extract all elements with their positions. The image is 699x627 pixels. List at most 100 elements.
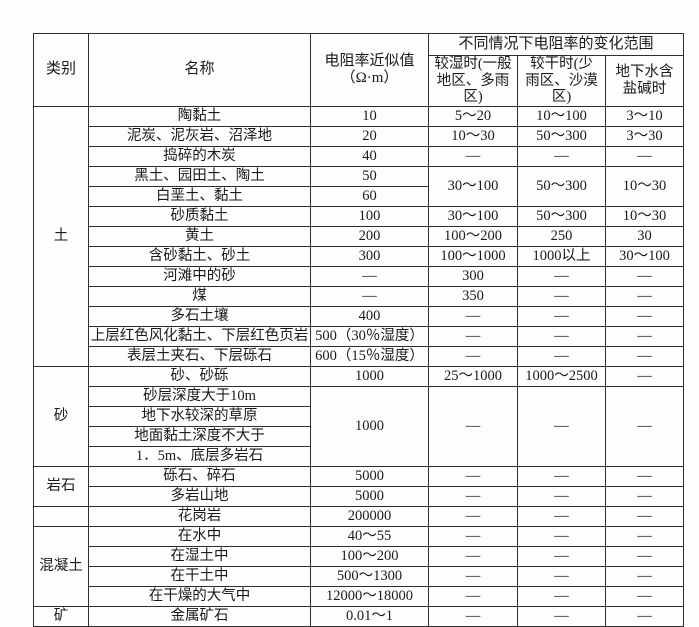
header-resistivity: 电阻率近似值 （Ω·m） [310, 32, 429, 108]
cell-wet: — [428, 486, 518, 508]
cell-name: 上层红色风化黏土、下层红色页岩 [88, 326, 311, 348]
table-row: 土陶黏土 10 5～20 10～100 3～10 [33, 106, 685, 368]
cell-approx: 400 [310, 306, 429, 328]
cell-wet: — [428, 466, 518, 488]
cell-approx: 5000 [310, 466, 429, 488]
cell-dry: — [517, 486, 606, 508]
cell-wet: 100～1000 [428, 246, 518, 268]
cell-dry: — [517, 506, 606, 528]
cell-name: 白垩土、黏土 [88, 186, 311, 208]
table-row: 1．5m、底层多岩石 [34, 446, 684, 468]
cell-name: 在水中 [88, 526, 311, 548]
cell-saline: 3～30 [604, 126, 685, 148]
cell-wet: — [428, 526, 518, 548]
cell-dry: — [517, 586, 606, 608]
cell-wet: 30～100 [428, 206, 518, 228]
cell-name: 砾石、碎石 [88, 466, 311, 488]
header-name: 名称 [88, 32, 311, 108]
cell-approx: 20 [310, 126, 429, 148]
cell-dry: — [517, 266, 606, 288]
cell-name: 多岩山地 [88, 486, 311, 508]
cell-saline: 30 [604, 226, 685, 248]
cell-saline: — [604, 266, 685, 288]
cell-approx: — [310, 266, 429, 288]
cell-approx: 600（15％湿度） [310, 346, 429, 368]
cell-approx: 5000 [310, 486, 429, 508]
cell-dry: 50～300 [517, 166, 606, 208]
cell-approx: 60 [310, 186, 429, 208]
table-row: 矿金属矿石 0.01～1— — — [33, 606, 685, 627]
cell-wet: — [428, 386, 518, 468]
cell-saline: — [604, 326, 685, 348]
cell-saline: — [604, 506, 685, 528]
cell-name: 在湿土中 [88, 546, 311, 568]
cell-wet: 350 [428, 286, 518, 308]
cell-name: 砂层深度大于10m [88, 386, 311, 408]
cell-saline: — [604, 486, 685, 508]
cell-approx: 100～200 [310, 546, 429, 568]
cell-category: 岩石 [33, 466, 89, 508]
cell-name: 煤 [88, 286, 311, 308]
cell-name: 捣碎的木炭 [88, 146, 311, 168]
cell-name: 在干燥的大气中 [88, 586, 311, 608]
cell-saline: — [604, 606, 685, 627]
cell-dry: — [517, 466, 606, 488]
table-row: 多岩山地 5000— — — [34, 486, 685, 508]
resistivity-table: 类别 名称 电阻率近似值 （Ω·m） 不同情况下电阻率的变化范围 较湿时(一般 … [33, 32, 685, 627]
cell-approx: 200000 [310, 506, 429, 528]
table-row: 砂质黏土 100 30～100 50～300 10～30 [34, 206, 685, 228]
table-row: 在干土中 500～1300— — — [34, 566, 685, 588]
cell-saline: — [604, 306, 685, 328]
cell-name: 泥炭、泥灰岩、沼泽地 [88, 126, 311, 148]
cell-wet: — [428, 586, 518, 608]
cell-wet: 25～1000 [428, 366, 518, 388]
cell-dry: 250 [517, 226, 606, 248]
cell-dry: — [517, 326, 606, 348]
table-row: 上层红色风化黏土、下层红色页岩 500（30％湿度） — — — [34, 326, 685, 348]
resistivity-table-grid: 类别 名称 电阻率近似值 （Ω·m） 不同情况下电阻率的变化范围 较湿时(一般 … [33, 32, 685, 627]
cell-dry: 1000～2500 [517, 366, 606, 388]
cell-dry: — [517, 386, 606, 468]
cell-approx: 500（30％湿度） [310, 326, 429, 348]
table-row: 岩石 砾石、碎石 5000— — — [33, 466, 685, 508]
cell-wet: — [428, 306, 518, 328]
cell-name: 砂、砂砾 [88, 366, 311, 388]
table-row: 表层土夹石、下层砾石 600（15％湿度） — — — [34, 346, 685, 368]
cell-dry: — [517, 526, 606, 548]
table-row: 花岗岩 200000— — — [33, 506, 685, 528]
cell-saline: — [604, 586, 685, 608]
cell-approx: 10 [310, 106, 429, 128]
cell-dry: — [517, 286, 606, 308]
cell-saline: 10～30 [604, 166, 685, 208]
header-saline: 地下水含 盐碱时 [604, 54, 685, 108]
cell-name: 河滩中的砂 [88, 266, 311, 288]
cell-wet: 10～30 [428, 126, 518, 148]
cell-approx: 50 [310, 166, 429, 188]
cell-wet: — [428, 326, 518, 348]
header-range-title: 不同情况下电阻率的变化范围 [427, 33, 685, 56]
cell-saline: 10～30 [604, 206, 685, 228]
cell-saline: 30～100 [604, 246, 685, 268]
cell-name: 黑土、园田土、陶土 [88, 166, 311, 188]
cell-wet: — [428, 146, 518, 168]
cell-name: 黄土 [88, 226, 311, 248]
cell-approx: 200 [310, 226, 429, 248]
table-body: 土陶黏土 10 5～20 10～100 3～10 泥炭、泥灰岩、沼泽地 20 10～30 50～… [33, 106, 685, 627]
header-dry: 较干时(少 雨区、沙漠区) [517, 54, 606, 108]
cell-saline: — [604, 346, 685, 368]
cell-name: 地面黏土深度不大于 [88, 426, 311, 448]
table-header: 类别 名称 电阻率近似值 （Ω·m） 不同情况下电阻率的变化范围 较湿时(一般 … [33, 32, 685, 108]
cell-name: 花岗岩 [88, 506, 311, 528]
cell-approx: 1000 [310, 366, 429, 388]
header-category: 类别 [33, 32, 89, 108]
cell-approx: 300 [310, 246, 429, 268]
cell-dry: — [517, 566, 606, 588]
cell-dry: — [517, 346, 606, 368]
cell-approx: 40 [310, 146, 429, 168]
table-row: 含砂黏土、砂土 300 100～1000 1000以上 30～100 [34, 246, 685, 268]
cell-name: 含砂黏土、砂土 [88, 246, 311, 268]
table-row: 黄土 200 100～200 250 30 [34, 226, 685, 248]
cell-saline: — [604, 566, 685, 588]
cell-name: 表层土夹石、下层砾石 [88, 346, 311, 368]
cell-saline: — [604, 146, 685, 168]
